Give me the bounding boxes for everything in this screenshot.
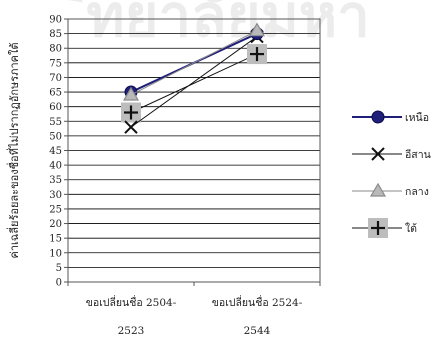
y-tick-label: 70: [49, 73, 62, 84]
y-tick-label: 10: [49, 248, 62, 259]
watermark: ิทยาลัยมหา: [52, 0, 369, 50]
x-marker: [371, 147, 385, 161]
x-tick-label: 2544: [244, 325, 271, 337]
y-tick-label: 45: [49, 146, 62, 157]
plus-marker: [368, 218, 388, 238]
x-marker: [124, 120, 138, 134]
y-tick-label: 35: [49, 175, 62, 186]
x-tick-label: ขอเปลี่ยนชื่อ 2504-: [86, 295, 177, 309]
y-tick-label: 65: [49, 88, 62, 99]
series-triangle: [122, 22, 266, 101]
y-tick-label: 60: [49, 102, 62, 113]
y-tick-label: 80: [49, 44, 62, 55]
legend-item: อีสาน: [352, 147, 431, 161]
y-axis-label: ค่าเฉลี่ยร้อยละของชื่อที่ไม่ปรากฏอักษรภา…: [6, 42, 21, 258]
y-tick-label: 75: [49, 58, 62, 69]
gridlines: [68, 18, 320, 268]
y-axis: 0 5 10 15 20 25 30 35 40 45 50 55 60 65 70 75 80 85 90: [49, 15, 69, 289]
legend-label: ใต้: [405, 222, 417, 235]
plus-marker: [121, 102, 141, 123]
series-plus-square: [121, 44, 267, 123]
series-line: [130, 53, 258, 113]
x-tick-label: ขอเปลี่ยนชื่อ 2524-: [212, 295, 303, 309]
series-layer: [121, 22, 267, 134]
y-tick-label: 40: [49, 161, 62, 172]
y-tick-label: 85: [49, 29, 62, 40]
y-tick-label: 15: [49, 234, 62, 245]
legend-label: เหนือ: [405, 111, 429, 124]
y-tick-label: 20: [49, 219, 62, 230]
plus-marker: [247, 44, 267, 65]
legend-item: เหนือ: [352, 110, 429, 124]
legend-label: อีสาน: [405, 148, 431, 161]
y-tick-label: 30: [49, 190, 62, 201]
y-tick-label: 5: [56, 263, 62, 274]
triangle-marker: [248, 22, 266, 37]
legend-item: กลาง: [352, 182, 429, 198]
circle-marker: [371, 110, 385, 124]
x-marker-stroke: [124, 120, 138, 134]
legend-item: ใต้: [352, 218, 417, 238]
x-tick-label: 2523: [118, 325, 145, 337]
series-line: [130, 30, 258, 96]
y-tick-label: 90: [49, 15, 62, 26]
legend-label: กลาง: [405, 186, 429, 198]
triangle-marker: [369, 182, 387, 197]
y-tick-label: 50: [49, 131, 62, 142]
y-tick-label: 0: [56, 278, 62, 289]
x-marker-stroke: [371, 147, 385, 161]
y-tick-label: 25: [49, 204, 62, 215]
triangle-marker: [122, 86, 140, 101]
series-line: [130, 36, 258, 128]
y-tick-label: 55: [49, 117, 62, 128]
x-axis: ขอเปลี่ยนชื่อ 2504- 2523 ขอเปลี่ยนชื่อ 252…: [67, 281, 321, 337]
